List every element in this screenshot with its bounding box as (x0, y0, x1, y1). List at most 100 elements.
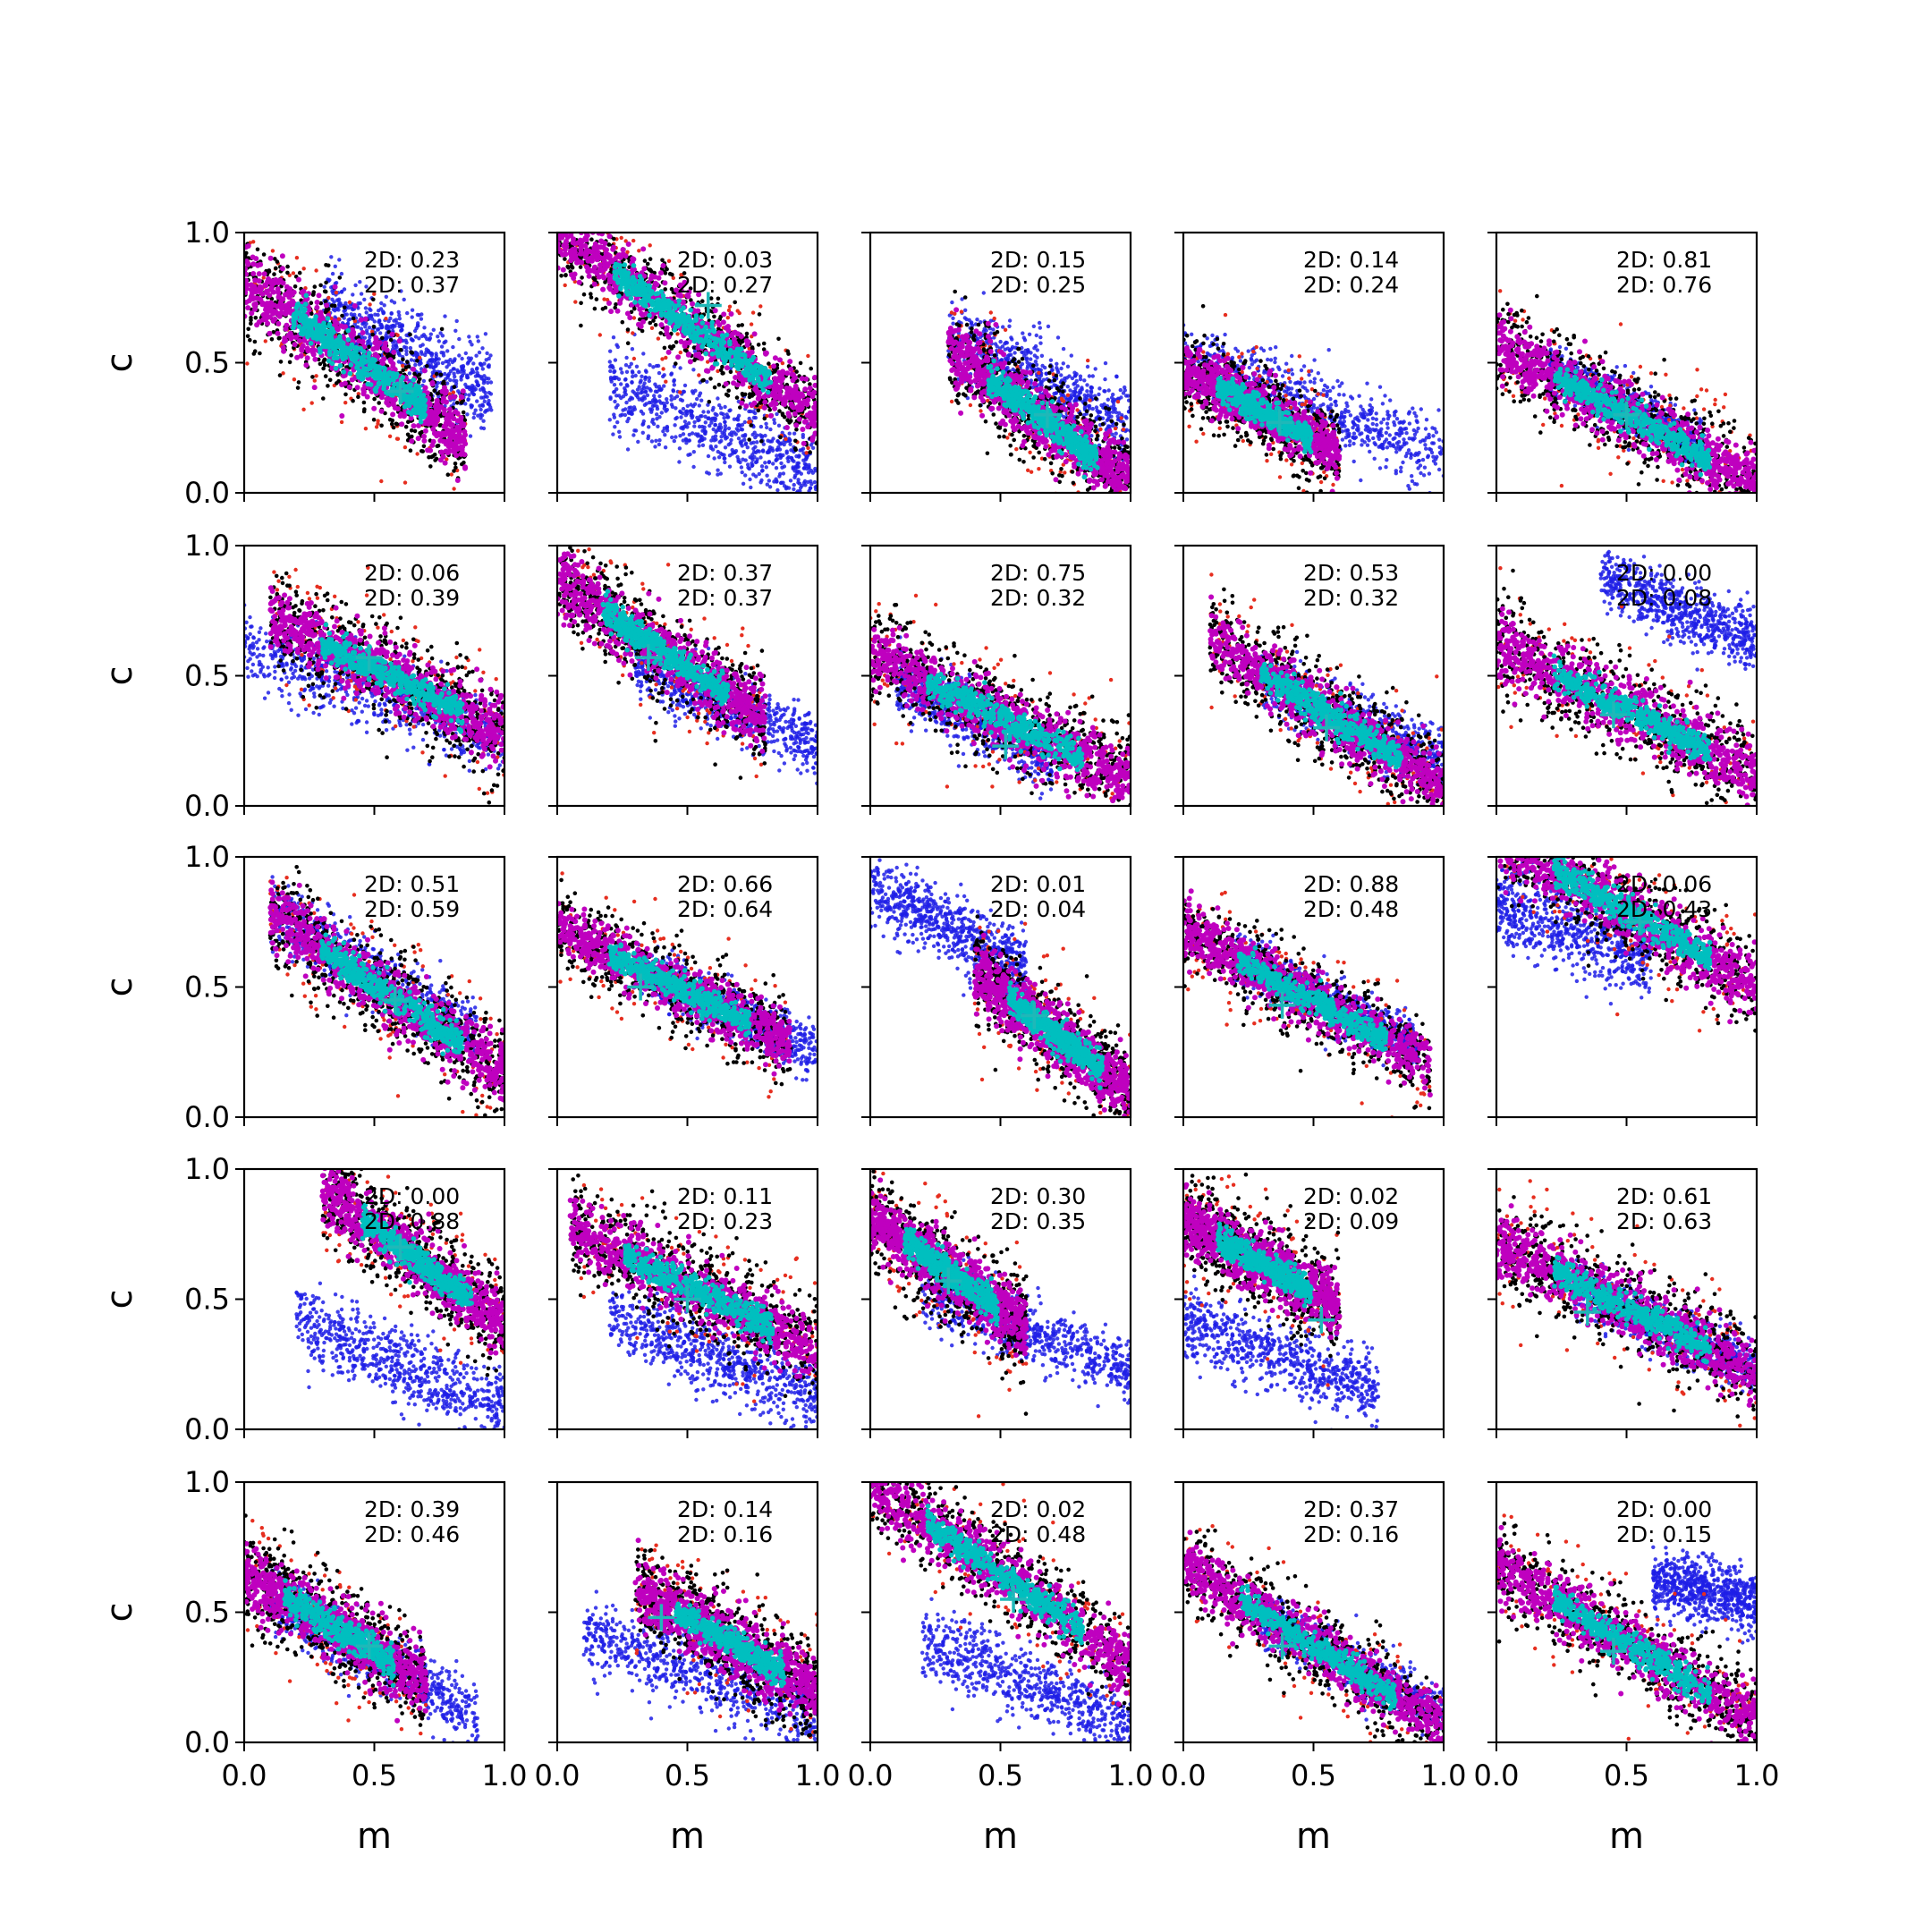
contour-point (626, 327, 631, 332)
reference-point (686, 453, 690, 457)
reference-point (792, 432, 796, 436)
inner-point (578, 251, 583, 257)
contour-point (668, 344, 673, 349)
contour-point (626, 341, 631, 345)
inner-point (610, 247, 615, 252)
outer-point (660, 357, 664, 360)
reference-point (623, 391, 626, 394)
contour-point (246, 327, 250, 332)
inner-point (577, 280, 582, 285)
contour-point (413, 429, 418, 434)
inner-point (315, 300, 320, 305)
outer-point (403, 445, 407, 449)
inner-point (255, 263, 260, 268)
contour-point (776, 337, 781, 342)
core-point (422, 412, 428, 418)
reference-point (788, 443, 792, 446)
inner-point (699, 356, 704, 361)
reference-point (673, 383, 676, 386)
contour-point (254, 316, 258, 320)
core-point (330, 361, 335, 367)
reference-point (643, 396, 647, 400)
contour-point (439, 373, 444, 377)
annotation-line-2: 2D: 0.37 (364, 272, 460, 298)
inner-point (662, 280, 667, 285)
reference-point (794, 454, 798, 458)
reference-point (608, 369, 612, 373)
reference-point (712, 456, 716, 460)
reference-point (773, 421, 776, 425)
inner-point (280, 266, 285, 271)
reference-point (655, 412, 658, 416)
inner-point (630, 256, 635, 261)
contour-point (643, 258, 648, 263)
reference-point (612, 335, 615, 339)
inner-point (279, 310, 284, 316)
reference-point (636, 440, 640, 444)
reference-point (440, 344, 444, 348)
inner-point (288, 331, 293, 336)
reference-point (665, 428, 669, 432)
reference-point (682, 407, 685, 411)
contour-point (435, 372, 439, 377)
inner-point (652, 275, 657, 280)
contour-point (809, 367, 813, 371)
y-tick-label: 0.5 (184, 346, 230, 380)
contour-point (432, 388, 436, 393)
contour-point (593, 277, 597, 282)
reference-point (445, 365, 448, 369)
reference-point (665, 397, 668, 401)
reference-point (612, 412, 615, 416)
contour-point (789, 419, 793, 423)
inner-point (275, 321, 281, 326)
reference-point (803, 483, 807, 487)
reference-point (741, 450, 745, 453)
reference-point (722, 453, 725, 457)
contour-point (399, 348, 403, 352)
outer-point (348, 301, 352, 304)
reference-point (404, 346, 408, 350)
contour-point (749, 423, 753, 428)
reference-point (388, 317, 392, 320)
contour-point (674, 361, 678, 366)
reference-point (755, 440, 758, 444)
inner-point (584, 237, 589, 242)
contour-point (640, 329, 645, 334)
reference-point (661, 429, 665, 433)
reference-point (670, 402, 674, 406)
contour-point (367, 345, 371, 350)
reference-point (383, 303, 386, 307)
reference-point (655, 364, 658, 368)
inner-point (436, 432, 441, 437)
reference-point (729, 438, 733, 442)
outer-point (452, 391, 455, 394)
reference-point (362, 298, 366, 301)
reference-point (429, 333, 433, 336)
reference-point (749, 486, 752, 489)
reference-point (329, 255, 333, 258)
reference-point (331, 272, 335, 275)
reference-point (417, 336, 420, 340)
inner-point (811, 420, 817, 426)
outer-point (631, 239, 635, 242)
inner-point (561, 267, 566, 273)
outer-point (401, 364, 404, 368)
contour-point (446, 472, 451, 477)
reference-point (476, 374, 479, 377)
reference-point (625, 419, 629, 423)
core-point (386, 372, 392, 377)
reference-point (740, 465, 743, 469)
inner-point (590, 250, 596, 255)
reference-point (709, 418, 713, 421)
inner-point (272, 302, 277, 308)
reference-point (716, 396, 719, 400)
contour-point (297, 380, 301, 385)
inner-point (375, 345, 380, 351)
reference-point (691, 416, 694, 419)
contour-point (452, 469, 456, 473)
reference-point (760, 434, 764, 437)
inner-point (270, 311, 275, 317)
reference-point (803, 462, 807, 465)
inner-point (452, 428, 457, 433)
reference-point (758, 455, 762, 459)
